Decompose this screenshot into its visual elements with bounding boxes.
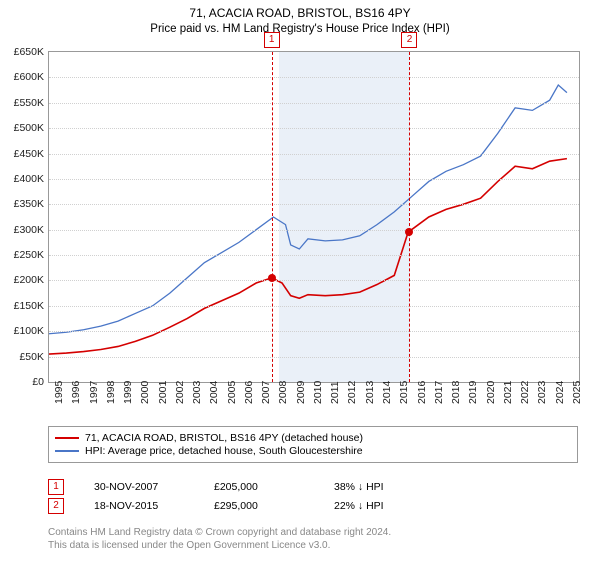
x-axis-label: 2014 (381, 381, 393, 404)
x-axis-label: 2003 (191, 381, 203, 404)
sale-date: 18-NOV-2015 (94, 500, 184, 512)
x-axis-label: 2002 (174, 381, 186, 404)
x-axis-label: 2001 (157, 381, 169, 404)
y-axis-label: £400K (4, 173, 44, 185)
y-axis-label: £200K (4, 274, 44, 286)
x-axis-label: 2022 (519, 381, 531, 404)
x-axis-label: 2019 (467, 381, 479, 404)
y-axis-label: £350K (4, 198, 44, 210)
gridline (49, 306, 579, 307)
gridline (49, 357, 579, 358)
sale-delta: 38% ↓ HPI (334, 481, 424, 493)
x-axis-label: 2006 (243, 381, 255, 404)
legend-swatch (55, 450, 79, 452)
x-axis-label: 2009 (295, 381, 307, 404)
gridline (49, 255, 579, 256)
x-axis-label: 2024 (554, 381, 566, 404)
legend-item: HPI: Average price, detached house, Sout… (55, 445, 571, 457)
legend-label: HPI: Average price, detached house, Sout… (85, 445, 363, 457)
sales-table: 1 30-NOV-2007 £205,000 38% ↓ HPI 2 18-NOV-201… (48, 476, 578, 517)
gridline (49, 280, 579, 281)
x-axis-label: 2008 (277, 381, 289, 404)
legend-item: 71, ACACIA ROAD, BRISTOL, BS16 4PY (deta… (55, 432, 571, 444)
footer-line-2: This data is licensed under the Open Gov… (48, 539, 578, 552)
x-axis-label: 1999 (122, 381, 134, 404)
x-axis-label: 2013 (364, 381, 376, 404)
sale-delta: 22% ↓ HPI (334, 500, 424, 512)
sale-vline (409, 52, 410, 382)
x-axis-label: 2023 (536, 381, 548, 404)
price-chart: £0£50K£100K£150K£200K£250K£300K£350K£400… (48, 51, 580, 383)
x-axis-label: 2015 (398, 381, 410, 404)
price-point-1 (268, 274, 276, 282)
y-axis-label: £50K (4, 351, 44, 363)
sale-marker-inline: 1 (48, 479, 64, 495)
y-axis-label: £100K (4, 325, 44, 337)
gridline (49, 331, 579, 332)
y-axis-label: £500K (4, 122, 44, 134)
page-subtitle: Price paid vs. HM Land Registry's House … (0, 23, 600, 35)
x-axis-label: 2025 (571, 381, 583, 404)
series-hpi (49, 85, 567, 334)
gridline (49, 128, 579, 129)
sale-vline (272, 52, 273, 382)
x-axis-label: 2004 (208, 381, 220, 404)
y-axis-label: £650K (4, 46, 44, 58)
sale-row-2: 2 18-NOV-2015 £295,000 22% ↓ HPI (48, 498, 578, 514)
x-axis-label: 2007 (260, 381, 272, 404)
sale-marker-2: 2 (401, 32, 417, 48)
y-axis-label: £250K (4, 249, 44, 261)
sale-row-1: 1 30-NOV-2007 £205,000 38% ↓ HPI (48, 479, 578, 495)
x-axis-label: 2012 (346, 381, 358, 404)
sale-marker-1: 1 (264, 32, 280, 48)
chart-legend: 71, ACACIA ROAD, BRISTOL, BS16 4PY (deta… (48, 426, 578, 463)
sale-marker-inline: 2 (48, 498, 64, 514)
legend-swatch (55, 437, 79, 439)
y-axis-label: £0 (4, 376, 44, 388)
x-axis-label: 1997 (88, 381, 100, 404)
footer-line-1: Contains HM Land Registry data © Crown c… (48, 526, 578, 539)
gridline (49, 103, 579, 104)
y-axis-label: £550K (4, 97, 44, 109)
x-axis-label: 2017 (433, 381, 445, 404)
chart-svg (49, 52, 579, 382)
footer-attribution: Contains HM Land Registry data © Crown c… (48, 526, 578, 552)
x-axis-label: 2000 (139, 381, 151, 404)
x-axis-label: 2011 (329, 381, 341, 404)
series-property (49, 159, 567, 354)
page-title: 71, ACACIA ROAD, BRISTOL, BS16 4PY (0, 6, 600, 20)
x-axis-label: 2018 (450, 381, 462, 404)
x-axis-label: 2016 (416, 381, 428, 404)
gridline (49, 230, 579, 231)
x-axis-label: 2010 (312, 381, 324, 404)
gridline (49, 204, 579, 205)
x-axis-label: 2021 (502, 381, 514, 404)
sale-price: £205,000 (214, 481, 304, 493)
x-axis-label: 2020 (485, 381, 497, 404)
gridline (49, 154, 579, 155)
y-axis-label: £600K (4, 71, 44, 83)
gridline (49, 179, 579, 180)
sale-price: £295,000 (214, 500, 304, 512)
legend-label: 71, ACACIA ROAD, BRISTOL, BS16 4PY (deta… (85, 432, 363, 444)
x-axis-label: 2005 (226, 381, 238, 404)
gridline (49, 77, 579, 78)
price-point-2 (405, 228, 413, 236)
sale-date: 30-NOV-2007 (94, 481, 184, 493)
y-axis-label: £150K (4, 300, 44, 312)
x-axis-label: 1996 (70, 381, 82, 404)
x-axis-label: 1998 (105, 381, 117, 404)
y-axis-label: £300K (4, 224, 44, 236)
x-axis-label: 1995 (53, 381, 65, 404)
y-axis-label: £450K (4, 148, 44, 160)
